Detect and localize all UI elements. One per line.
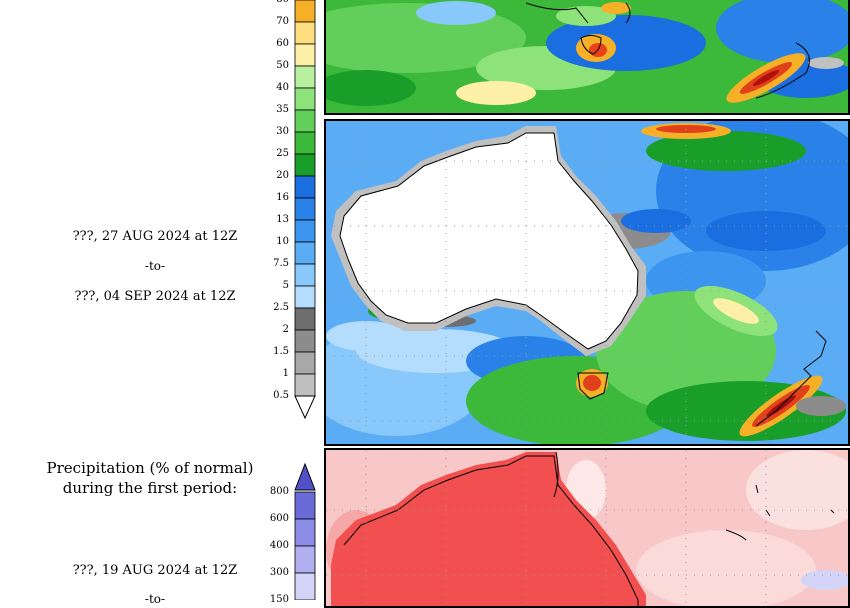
colorbar-tick-label: 20 bbox=[276, 170, 289, 181]
colorbar-swatch bbox=[294, 131, 316, 155]
colorbar-tick-label: 800 bbox=[269, 486, 289, 497]
period2-start-date: ???, 27 AUG 2024 at 12Z bbox=[72, 229, 238, 244]
pct-map bbox=[326, 450, 848, 606]
colorbar-swatch bbox=[294, 263, 316, 287]
precip-colorbar-svg bbox=[294, 0, 316, 420]
colorbar-swatch bbox=[294, 153, 316, 177]
pct-heading-line2: during the first period: bbox=[62, 479, 238, 497]
colorbar-swatch bbox=[294, 197, 316, 221]
colorbar-tick-label: 70 bbox=[276, 16, 289, 27]
period2-to: -to- bbox=[144, 259, 166, 273]
colorbar-tick-label: 80 bbox=[259, 0, 289, 5]
colorbar-swatch bbox=[294, 175, 316, 199]
pct-colorbar-svg bbox=[294, 462, 316, 600]
colorbar-tick-label: 16 bbox=[276, 192, 289, 203]
colorbar-tick-label: 10 bbox=[276, 236, 289, 247]
colorbar-tick-label: 60 bbox=[276, 38, 289, 49]
precip-colorbar bbox=[262, 0, 322, 420]
pct-colorbar bbox=[262, 460, 322, 600]
colorbar-swatch bbox=[294, 285, 316, 309]
colorbar-tick-label: 1.5 bbox=[273, 346, 289, 357]
precip-map-2 bbox=[326, 121, 848, 444]
colorbar-swatch bbox=[294, 572, 316, 600]
colorbar-tick-label: 400 bbox=[269, 540, 289, 551]
colorbar-max-arrow bbox=[294, 462, 316, 491]
colorbar-swatch bbox=[294, 351, 316, 375]
colorbar-tick-label: 150 bbox=[269, 594, 289, 605]
colorbar-swatch bbox=[294, 219, 316, 243]
pct-start-date: ???, 19 AUG 2024 at 12Z bbox=[72, 563, 238, 578]
colorbar-tick-label: 35 bbox=[276, 104, 289, 115]
colorbar-tick-label: 13 bbox=[276, 214, 289, 225]
colorbar-swatch bbox=[294, 0, 316, 23]
colorbar-swatch bbox=[294, 43, 316, 67]
colorbar-swatch bbox=[294, 65, 316, 89]
colorbar-swatch bbox=[294, 491, 316, 520]
pct-to: -to- bbox=[144, 592, 166, 606]
colorbar-tick-label: 2.5 bbox=[273, 302, 289, 313]
colorbar-tick-label: 1 bbox=[282, 368, 289, 379]
colorbar-tick-label: 5 bbox=[282, 280, 289, 291]
colorbar-swatch bbox=[294, 329, 316, 353]
colorbar-swatch bbox=[294, 109, 316, 133]
colorbar-tick-label: 600 bbox=[269, 513, 289, 524]
colorbar-tick-label: 30 bbox=[276, 126, 289, 137]
colorbar-tick-label: 2 bbox=[282, 324, 289, 335]
colorbar-tick-label: 0.5 bbox=[273, 390, 289, 401]
colorbar-tick-label: 7.5 bbox=[273, 258, 289, 269]
colorbar-swatch bbox=[294, 21, 316, 45]
colorbar-swatch bbox=[294, 545, 316, 574]
colorbar-swatch bbox=[294, 87, 316, 111]
colorbar-swatch bbox=[294, 373, 316, 397]
colorbar-tick-label: 25 bbox=[276, 148, 289, 159]
colorbar-swatch bbox=[294, 307, 316, 331]
pct-heading-line1: Precipitation (% of normal) bbox=[46, 459, 254, 477]
precip-map-panel-2 bbox=[324, 119, 850, 446]
colorbar-min-arrow bbox=[294, 395, 316, 420]
colorbar-tick-label: 40 bbox=[276, 82, 289, 93]
pct-map-panel bbox=[324, 448, 850, 608]
colorbar-tick-label: 50 bbox=[276, 60, 289, 71]
precip-map-1 bbox=[326, 0, 848, 113]
colorbar-swatch bbox=[294, 241, 316, 265]
period2-end-date: ???, 04 SEP 2024 at 12Z bbox=[74, 289, 236, 304]
precip-map-panel-1 bbox=[324, 0, 850, 115]
colorbar-tick-label: 300 bbox=[269, 567, 289, 578]
colorbar-swatch bbox=[294, 518, 316, 547]
